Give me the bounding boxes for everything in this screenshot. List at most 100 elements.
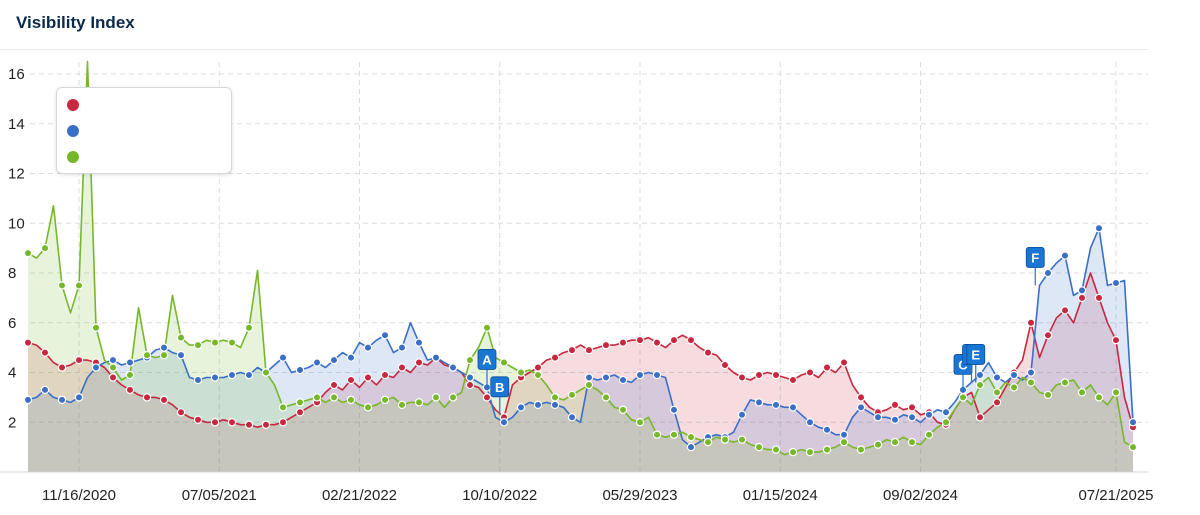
data-point-green[interactable] [1009,383,1019,392]
data-point-red[interactable] [23,338,33,347]
data-point-green[interactable] [363,403,373,412]
data-point-red[interactable] [652,338,662,347]
data-point-red[interactable] [788,375,798,385]
data-point-red[interactable] [992,398,1002,407]
data-point-green[interactable] [1077,388,1087,397]
data-point-blue[interactable] [125,358,135,367]
data-point-blue[interactable] [1060,251,1070,260]
legend-item-green[interactable] [67,149,87,165]
data-point-green[interactable] [771,445,781,454]
data-point-green[interactable] [193,340,203,350]
data-point-blue[interactable] [40,385,50,395]
data-point-red[interactable] [142,393,152,402]
data-point-blue[interactable] [414,338,424,347]
data-point-blue[interactable] [465,373,475,382]
data-point-blue[interactable] [839,430,849,439]
data-point-green[interactable] [1043,390,1053,400]
data-point-green[interactable] [465,355,475,365]
data-point-green[interactable] [261,368,271,377]
data-point-green[interactable] [737,435,747,444]
data-point-red[interactable] [805,368,815,377]
data-point-blue[interactable] [1043,268,1053,278]
data-point-red[interactable] [193,415,203,424]
legend-item-blue[interactable] [67,123,87,139]
data-point-green[interactable] [873,440,883,449]
data-point-red[interactable] [465,380,475,390]
data-point-red[interactable] [346,375,356,385]
data-point-blue[interactable] [227,370,237,380]
data-point-red[interactable] [771,370,781,380]
data-point-blue[interactable] [23,395,33,405]
data-point-green[interactable] [652,430,662,439]
data-point-blue[interactable] [278,353,288,362]
data-point-green[interactable] [584,380,594,390]
data-point-green[interactable] [1111,388,1121,397]
data-point-red[interactable] [907,403,917,412]
data-point-green[interactable] [550,393,560,402]
data-point-green[interactable] [227,338,237,347]
data-point-blue[interactable] [91,363,101,372]
data-point-green[interactable] [142,350,152,360]
data-point-green[interactable] [856,445,866,454]
data-point-blue[interactable] [244,370,254,380]
data-point-red[interactable] [210,418,220,427]
data-point-blue[interactable] [1077,286,1087,295]
data-point-blue[interactable] [567,413,577,422]
data-point-green[interactable] [669,430,679,439]
data-point-blue[interactable] [1026,368,1036,377]
data-point-blue[interactable] [329,355,339,365]
data-point-red[interactable] [618,338,628,347]
legend-item-red[interactable] [67,97,87,113]
data-point-green[interactable] [941,418,951,427]
data-point-red[interactable] [227,418,237,427]
data-point-green[interactable] [40,243,50,253]
data-point-red[interactable] [57,363,67,372]
data-point-blue[interactable] [975,370,985,380]
data-point-red[interactable] [278,418,288,427]
data-point-red[interactable] [686,335,696,345]
data-point-blue[interactable] [346,353,356,362]
data-point-green[interactable] [992,388,1002,397]
data-point-red[interactable] [159,395,169,405]
data-point-blue[interactable] [159,343,169,352]
data-point-green[interactable] [1094,393,1104,402]
data-point-blue[interactable] [873,413,883,422]
data-point-red[interactable] [363,373,373,382]
data-point-red[interactable] [261,420,271,429]
data-point-blue[interactable] [363,343,373,352]
data-point-blue[interactable] [176,350,186,360]
data-point-red[interactable] [329,380,339,390]
data-point-red[interactable] [550,353,560,362]
data-point-blue[interactable] [295,365,305,375]
data-point-red[interactable] [1077,293,1087,303]
data-point-green[interactable] [159,350,169,360]
data-point-red[interactable] [975,413,985,422]
data-point-green[interactable] [23,248,33,258]
data-point-green[interactable] [822,445,832,454]
data-point-red[interactable] [482,393,492,402]
data-point-blue[interactable] [754,398,764,407]
data-point-blue[interactable] [550,400,560,410]
data-point-blue[interactable] [193,375,203,385]
data-point-green[interactable] [244,323,254,332]
data-point-blue[interactable] [788,403,798,412]
data-point-green[interactable] [346,395,356,405]
data-point-blue[interactable] [431,353,441,362]
data-point-red[interactable] [74,355,84,365]
data-point-blue[interactable] [924,410,934,419]
data-point-blue[interactable] [652,370,662,380]
data-point-red[interactable] [414,358,424,367]
data-point-green[interactable] [1128,442,1138,452]
data-point-blue[interactable] [601,373,611,382]
data-point-blue[interactable] [907,413,917,422]
data-point-green[interactable] [431,393,441,402]
data-point-green[interactable] [397,400,407,410]
data-point-green[interactable] [958,393,968,402]
data-point-green[interactable] [108,363,118,372]
annotation-marker-a[interactable]: A [477,349,497,388]
data-point-green[interactable] [754,442,764,452]
data-point-green[interactable] [414,398,424,407]
data-point-green[interactable] [1026,378,1036,387]
annotation-marker-b[interactable]: B [490,376,510,415]
data-point-red[interactable] [125,385,135,395]
